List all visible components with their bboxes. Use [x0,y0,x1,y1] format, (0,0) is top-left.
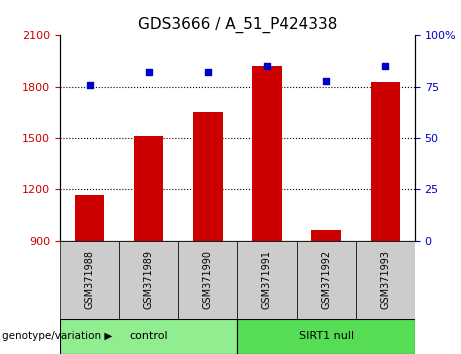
Text: GSM371988: GSM371988 [84,250,95,309]
Point [322,78,330,84]
Bar [356,241,415,319]
Text: GSM371991: GSM371991 [262,250,272,309]
Point [145,69,152,75]
Bar [75,194,104,241]
Text: GSM371993: GSM371993 [380,250,390,309]
Bar [296,241,356,319]
Bar [178,241,237,319]
Title: GDS3666 / A_51_P424338: GDS3666 / A_51_P424338 [138,16,337,33]
Bar [60,319,237,354]
Text: GSM371990: GSM371990 [203,250,213,309]
Bar [193,112,223,241]
Bar [311,230,341,241]
Bar [60,241,119,319]
Bar [134,136,164,241]
Point [263,63,271,69]
Bar [237,319,415,354]
Bar [371,81,400,241]
Point [204,69,212,75]
Point [86,82,93,87]
Bar [237,241,296,319]
Text: GSM371989: GSM371989 [144,250,154,309]
Bar [119,241,178,319]
Text: control: control [130,331,168,341]
Point [382,63,389,69]
Text: genotype/variation ▶: genotype/variation ▶ [2,331,112,341]
Bar [252,66,282,241]
Text: SIRT1 null: SIRT1 null [299,331,354,341]
Text: GSM371992: GSM371992 [321,250,331,309]
